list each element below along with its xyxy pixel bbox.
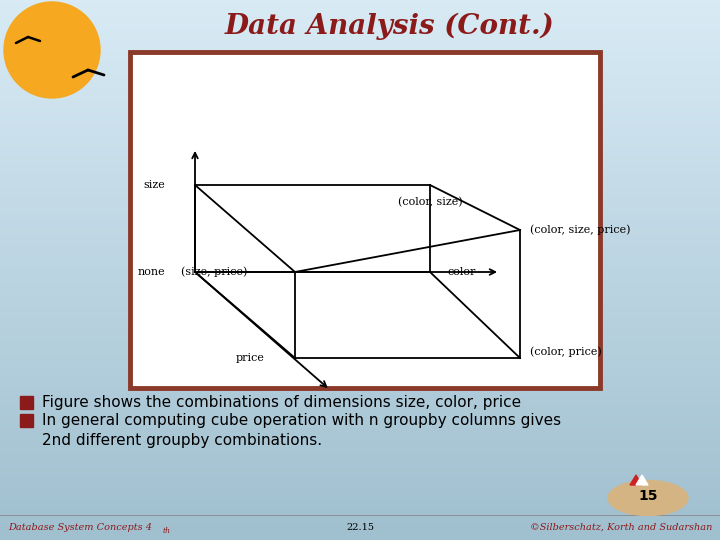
Text: size: size xyxy=(143,180,165,190)
Text: none: none xyxy=(138,267,165,277)
Text: In general computing cube operation with n groupby columns gives: In general computing cube operation with… xyxy=(42,414,561,429)
Polygon shape xyxy=(636,475,648,485)
Bar xyxy=(20,414,33,427)
Text: ©Silberschatz, Korth and Sudarshan: ©Silberschatz, Korth and Sudarshan xyxy=(530,523,712,531)
Text: Figure shows the combinations of dimensions size, color, price: Figure shows the combinations of dimensi… xyxy=(42,395,521,409)
Text: (size, price): (size, price) xyxy=(181,267,247,277)
Text: 22.15: 22.15 xyxy=(346,523,374,531)
Bar xyxy=(130,52,600,388)
Polygon shape xyxy=(630,475,642,485)
Bar xyxy=(20,396,33,409)
Ellipse shape xyxy=(608,481,688,516)
Text: th: th xyxy=(163,527,171,535)
Text: price: price xyxy=(236,353,265,363)
Text: Database System Concepts 4: Database System Concepts 4 xyxy=(8,523,152,531)
Text: (color, price): (color, price) xyxy=(530,346,602,356)
Circle shape xyxy=(4,2,100,98)
Text: (color, size, price): (color, size, price) xyxy=(530,225,631,235)
Text: 2nd different groupby combinations.: 2nd different groupby combinations. xyxy=(42,433,322,448)
Text: Data Analysis (Cont.): Data Analysis (Cont.) xyxy=(225,12,555,39)
Text: (color, size): (color, size) xyxy=(397,197,462,207)
Text: color: color xyxy=(448,267,477,277)
Text: 15: 15 xyxy=(638,489,658,503)
